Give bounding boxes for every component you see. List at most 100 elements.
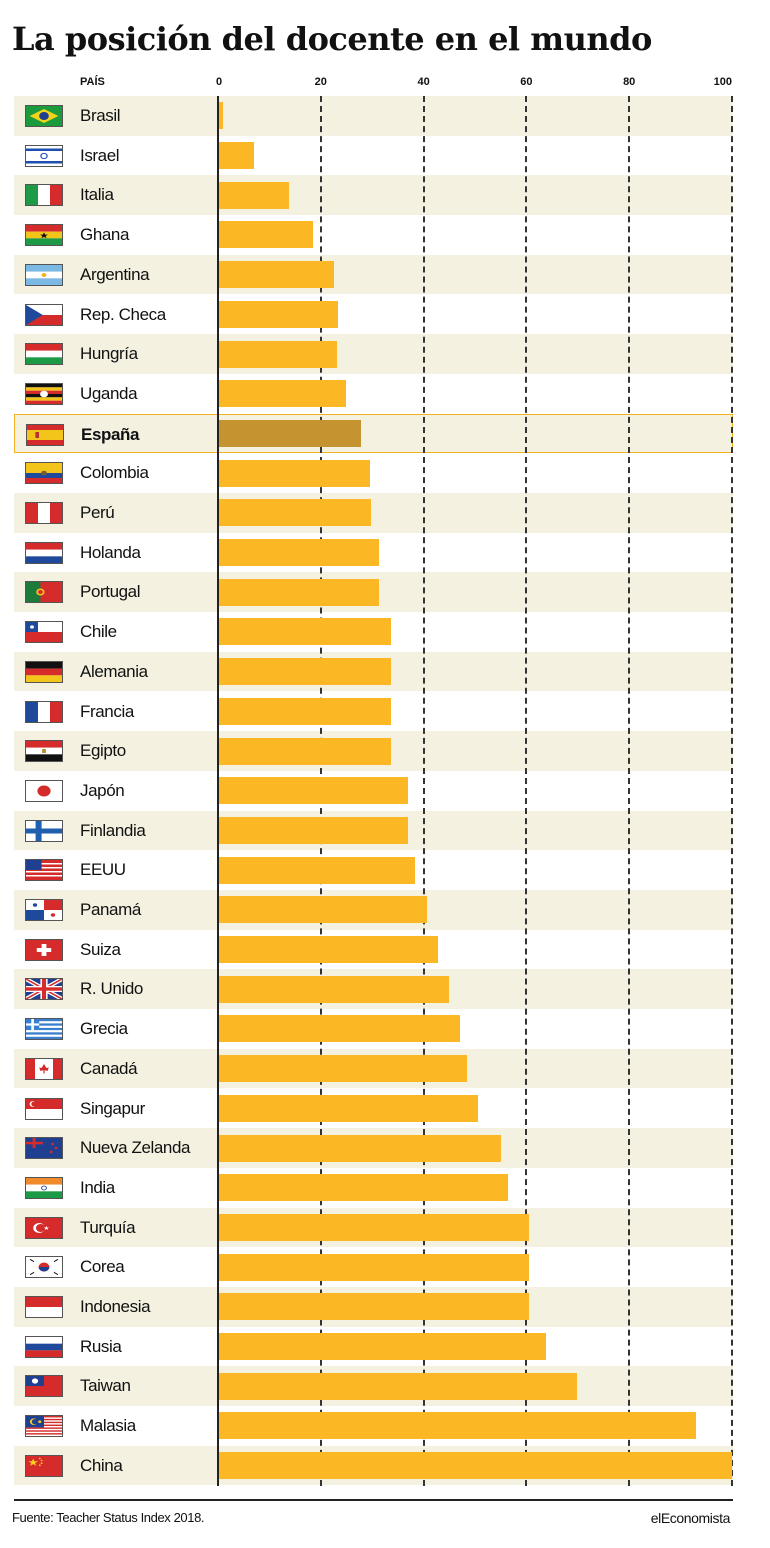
- country-row: Rusia: [14, 1327, 733, 1367]
- country-label: Colombia: [80, 463, 149, 483]
- country-label: EEUU: [80, 860, 126, 880]
- country-label: Israel: [80, 145, 120, 165]
- country-row: Rep. Checa: [14, 295, 733, 335]
- country-row: Holanda: [14, 533, 733, 573]
- gridline: [422, 96, 425, 1486]
- country-column-header: PAÍS: [80, 76, 105, 88]
- country-row: Colombia: [14, 453, 733, 493]
- india-flag-icon: [25, 1176, 63, 1199]
- bar: [218, 1094, 479, 1122]
- greece-flag-icon: [25, 1018, 63, 1041]
- country-label: Nueva Zelanda: [80, 1138, 191, 1158]
- country-label: Uganda: [80, 383, 138, 403]
- country-row: Brasil: [14, 96, 733, 136]
- country-label: Suiza: [80, 939, 121, 959]
- bar: [218, 1015, 460, 1043]
- country-label: China: [80, 1455, 123, 1475]
- country-label: Ghana: [80, 225, 130, 245]
- egypt-flag-icon: [25, 740, 63, 763]
- bar: [218, 1293, 529, 1321]
- country-label: Brasil: [80, 106, 121, 125]
- france-flag-icon: [25, 700, 63, 723]
- bar: [218, 221, 314, 249]
- country-row: Argentina: [14, 254, 733, 295]
- uganda-flag-icon: [25, 382, 63, 405]
- bar: [218, 102, 224, 130]
- bar: [218, 1055, 468, 1083]
- country-label: España: [81, 424, 140, 444]
- bar: [218, 856, 416, 884]
- bar: [218, 777, 409, 805]
- country-row: Hungría: [14, 334, 733, 374]
- bar: [218, 896, 428, 924]
- country-row: Singapur: [14, 1089, 733, 1129]
- taiwan-flag-icon: [25, 1375, 63, 1398]
- argentina-flag-icon: [25, 263, 63, 286]
- israel-flag-icon: [25, 144, 63, 167]
- panama-flag-icon: [25, 899, 63, 921]
- country-label: Grecia: [80, 1019, 128, 1039]
- bar: [218, 380, 346, 408]
- bar: [218, 658, 391, 686]
- uk-flag-icon: [25, 978, 63, 1001]
- x-tick-label: 40: [417, 76, 430, 88]
- bar: [218, 1134, 502, 1162]
- indonesia-flag-icon: [25, 1296, 63, 1318]
- country-row: Corea: [14, 1247, 733, 1287]
- country-row: India: [14, 1168, 733, 1208]
- bar: [218, 419, 362, 447]
- x-tick-label: 100: [713, 76, 732, 88]
- country-label: Canadá: [80, 1058, 138, 1078]
- country-row: Chile: [14, 612, 733, 652]
- footer-rule: [14, 1499, 733, 1501]
- bar: [218, 142, 254, 170]
- country-label: Argentina: [80, 264, 150, 284]
- germany-flag-icon: [25, 660, 63, 683]
- bar: [218, 618, 391, 646]
- x-tick-label: 60: [520, 76, 533, 88]
- bar: [218, 539, 379, 567]
- country-row: Grecia: [14, 1009, 733, 1049]
- bar: [218, 181, 290, 209]
- bar: [218, 1452, 732, 1480]
- highlighted-country-row: España: [14, 413, 733, 454]
- switzerland-flag-icon: [25, 938, 63, 961]
- country-row: Japón: [14, 771, 733, 811]
- country-label: Egipto: [80, 741, 126, 761]
- country-row: Francia: [14, 692, 733, 732]
- singapore-flag-icon: [25, 1097, 63, 1120]
- country-row: Israel: [14, 136, 733, 176]
- country-label: Panamá: [80, 900, 141, 919]
- malaysia-flag-icon: [25, 1415, 63, 1438]
- country-label: Corea: [80, 1257, 125, 1277]
- finland-flag-icon: [25, 819, 63, 842]
- hungary-flag-icon: [25, 343, 63, 366]
- x-tick-label: 20: [314, 76, 327, 88]
- x-tick-label: 80: [623, 76, 636, 88]
- japan-flag-icon: [25, 779, 63, 802]
- country-label: Francia: [80, 701, 134, 721]
- bar: [218, 261, 334, 289]
- country-row: Ghana: [14, 215, 733, 255]
- new-zealand-flag-icon: [25, 1137, 63, 1160]
- portugal-flag-icon: [25, 581, 63, 604]
- country-label: Japón: [80, 780, 125, 800]
- country-label: Turquía: [80, 1217, 136, 1237]
- russia-flag-icon: [25, 1335, 63, 1358]
- gridline: [731, 96, 733, 1486]
- bar: [218, 816, 409, 844]
- peru-flag-icon: [25, 502, 63, 524]
- country-label: India: [80, 1177, 115, 1197]
- country-label: Taiwan: [80, 1376, 131, 1396]
- spain-flag-icon: [26, 423, 64, 446]
- bar: [218, 1253, 529, 1281]
- country-label: Perú: [80, 503, 115, 522]
- country-row: Uganda: [14, 374, 733, 414]
- bar: [218, 1213, 529, 1241]
- bar: [218, 1174, 509, 1202]
- gridline: [525, 96, 528, 1486]
- country-row: EEUU: [14, 850, 733, 890]
- country-label: R. Unido: [80, 979, 143, 999]
- bar: [218, 1412, 696, 1440]
- bar: [218, 975, 450, 1003]
